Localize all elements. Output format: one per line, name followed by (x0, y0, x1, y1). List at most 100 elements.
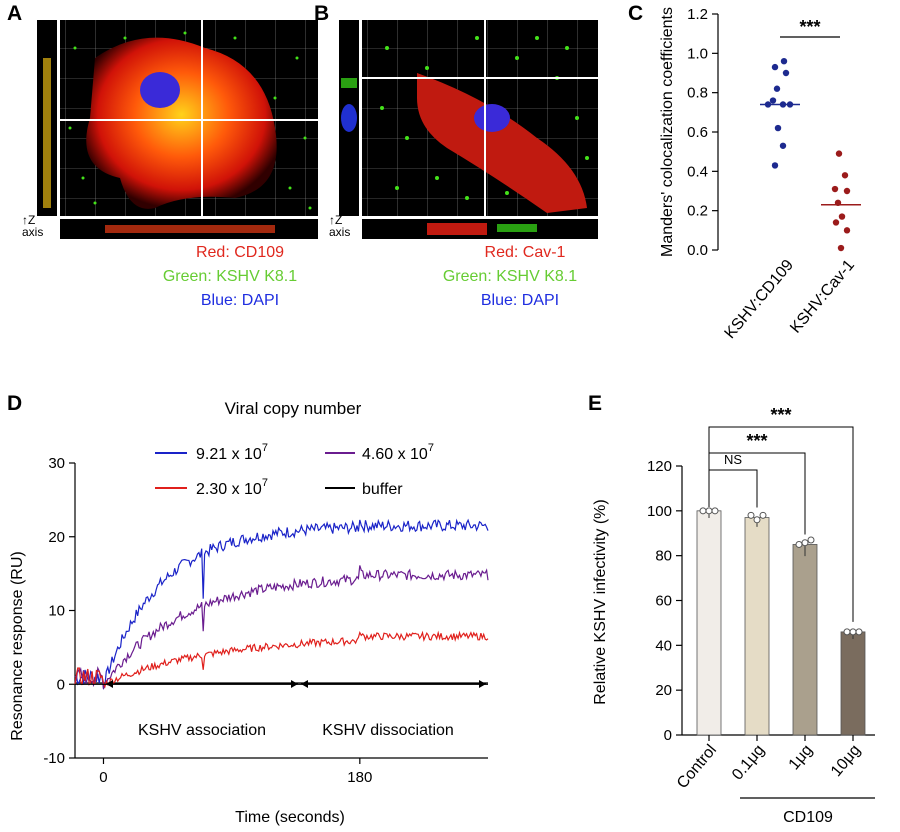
chart-c-sig-label: *** (799, 17, 820, 37)
chart-e-bar (696, 510, 722, 736)
panel-b-legend-blue: Blue: DAPI (480, 292, 560, 309)
chart-e-point (855, 628, 863, 636)
chart-e: Relative KSHV infectivity (%) 0 20 40 60 80 1… (592, 405, 875, 826)
chart-e-point (699, 507, 707, 515)
chart-c-xtick-label: KSHV:CD109 (722, 257, 798, 342)
chart-e-sig-label: NS (724, 452, 742, 467)
chart-e-xtick-label: 10μg (828, 742, 864, 780)
panel-b-legend-red: Red: Cav-1 (484, 244, 566, 261)
panel-a-label: A (7, 2, 23, 25)
arrow-icon: ↑ (329, 213, 335, 227)
legend-label-black: buffer (362, 481, 403, 498)
chart-d: Viral copy number 9.21 x 107 4.60 x 107 … (9, 399, 489, 826)
chart-d-ytick-label: 20 (48, 529, 65, 546)
chart-e-point (759, 511, 767, 519)
association-arrowhead-left (106, 680, 113, 688)
chart-e-ytick-label: 120 (647, 458, 672, 475)
dissociation-arrowhead-left (301, 680, 308, 688)
chart-c-ytick-label: 1.0 (687, 45, 708, 62)
z-axis-word: axis (22, 225, 44, 239)
chart-c-point (832, 219, 840, 226)
chart-c-point (837, 244, 845, 252)
chart-d-ytick-label: -10 (43, 750, 65, 767)
chart-e-point (747, 511, 755, 519)
chart-c-point (779, 142, 787, 149)
chart-c-point (838, 213, 846, 220)
association-label: KSHV association (138, 722, 266, 739)
chart-c-point (841, 172, 849, 179)
chart-d-title: Viral copy number (225, 399, 362, 418)
panel-a-legend-blue: Blue: DAPI (200, 292, 280, 309)
chart-e-bar (840, 631, 866, 736)
association-arrowhead-right (291, 680, 298, 688)
panel-a-legend-green: Green: KSHV K8.1 (162, 268, 298, 285)
chart-c-point (782, 69, 790, 77)
chart-e-sig-label: *** (770, 405, 791, 425)
chart-e-sig-bracket (708, 426, 854, 622)
chart-d-series-line (74, 565, 489, 690)
chart-c-point (835, 150, 843, 157)
chart-e-xtick-label: Control (674, 742, 720, 792)
chart-d-ytick-label: 0 (57, 676, 65, 693)
chart-c: Manders' colocalization coefficients 0.0… (659, 6, 861, 342)
chart-c-ytick-label: 0.0 (687, 242, 708, 259)
chart-c-point (843, 187, 851, 195)
chart-e-ytick-label: 20 (655, 682, 672, 699)
chart-d-xtick-label: 0 (99, 769, 107, 786)
chart-d-ytick-label: 30 (48, 455, 65, 472)
chart-d-xlabel: Time (seconds) (235, 809, 345, 826)
chart-c-point (831, 185, 839, 193)
chart-e-xtick-label: 0.1μg (729, 742, 768, 784)
panel-e-label: E (588, 392, 603, 415)
chart-e-ytick-label: 80 (655, 548, 672, 565)
chart-e-point (753, 516, 761, 524)
chart-e-point (705, 507, 713, 515)
chart-e-xtick-label: 1μg (786, 742, 816, 774)
chart-e-ylabel: Relative KSHV infectivity (%) (592, 499, 609, 704)
chart-c-point (843, 227, 851, 234)
legend-label-purple: 4.60 x 107 (362, 442, 434, 463)
chart-d-series-line (74, 518, 489, 690)
chart-e-bar (744, 517, 770, 736)
panel-a-z-axis: ↑Z axis (22, 214, 43, 238)
legend-label-blue: 9.21 x 107 (196, 442, 268, 463)
arrow-icon: ↑ (22, 213, 28, 227)
chart-c-point (771, 162, 779, 169)
z-axis-symbol: Z (28, 213, 36, 227)
chart-c-ytick-label: 0.4 (687, 163, 708, 180)
chart-d-ytick-label: 10 (48, 603, 65, 620)
panel-d-label: D (7, 392, 23, 415)
chart-e-ytick-label: 40 (655, 637, 672, 654)
chart-d-legend: 9.21 x 107 4.60 x 107 2.30 x 107 buffer (155, 442, 434, 498)
chart-c-ytick-label: 1.2 (687, 6, 708, 23)
chart-e-ytick-label: 100 (647, 503, 672, 520)
chart-c-ylabel: Manders' colocalization coefficients (659, 7, 676, 257)
chart-c-point (780, 58, 788, 65)
dissociation-label: KSHV dissociation (322, 722, 454, 739)
dissociation-arrowhead-right (479, 680, 486, 688)
chart-e-ytick-label: 0 (664, 727, 672, 744)
chart-e-sig-label: *** (746, 431, 767, 451)
panel-c-label: C (628, 2, 644, 25)
chart-e-point (795, 540, 803, 548)
chart-c-ytick-label: 0.6 (687, 124, 708, 141)
chart-e-point (843, 628, 851, 636)
chart-d-ylabel: Resonance response (RU) (9, 551, 26, 740)
panel-b-z-axis: ↑Z axis (329, 214, 350, 238)
chart-e-point (801, 539, 809, 547)
z-axis-symbol: Z (335, 213, 343, 227)
chart-d-series-line (74, 630, 489, 689)
panel-b-label: B (314, 2, 330, 25)
chart-e-point (711, 507, 719, 515)
panel-a-micrograph (35, 18, 320, 241)
chart-c-point (771, 63, 779, 71)
chart-d-xtick-label: 180 (347, 769, 372, 786)
chart-c-ytick-label: 0.2 (687, 203, 708, 220)
panel-a-legend-red: Red: CD109 (195, 244, 285, 261)
chart-e-bar (792, 544, 818, 736)
chart-e-point (849, 628, 857, 636)
chart-e-group-label: CD109 (783, 809, 833, 826)
chart-c-point (774, 124, 782, 132)
legend-label-red: 2.30 x 107 (196, 477, 268, 498)
chart-e-point (807, 536, 815, 544)
